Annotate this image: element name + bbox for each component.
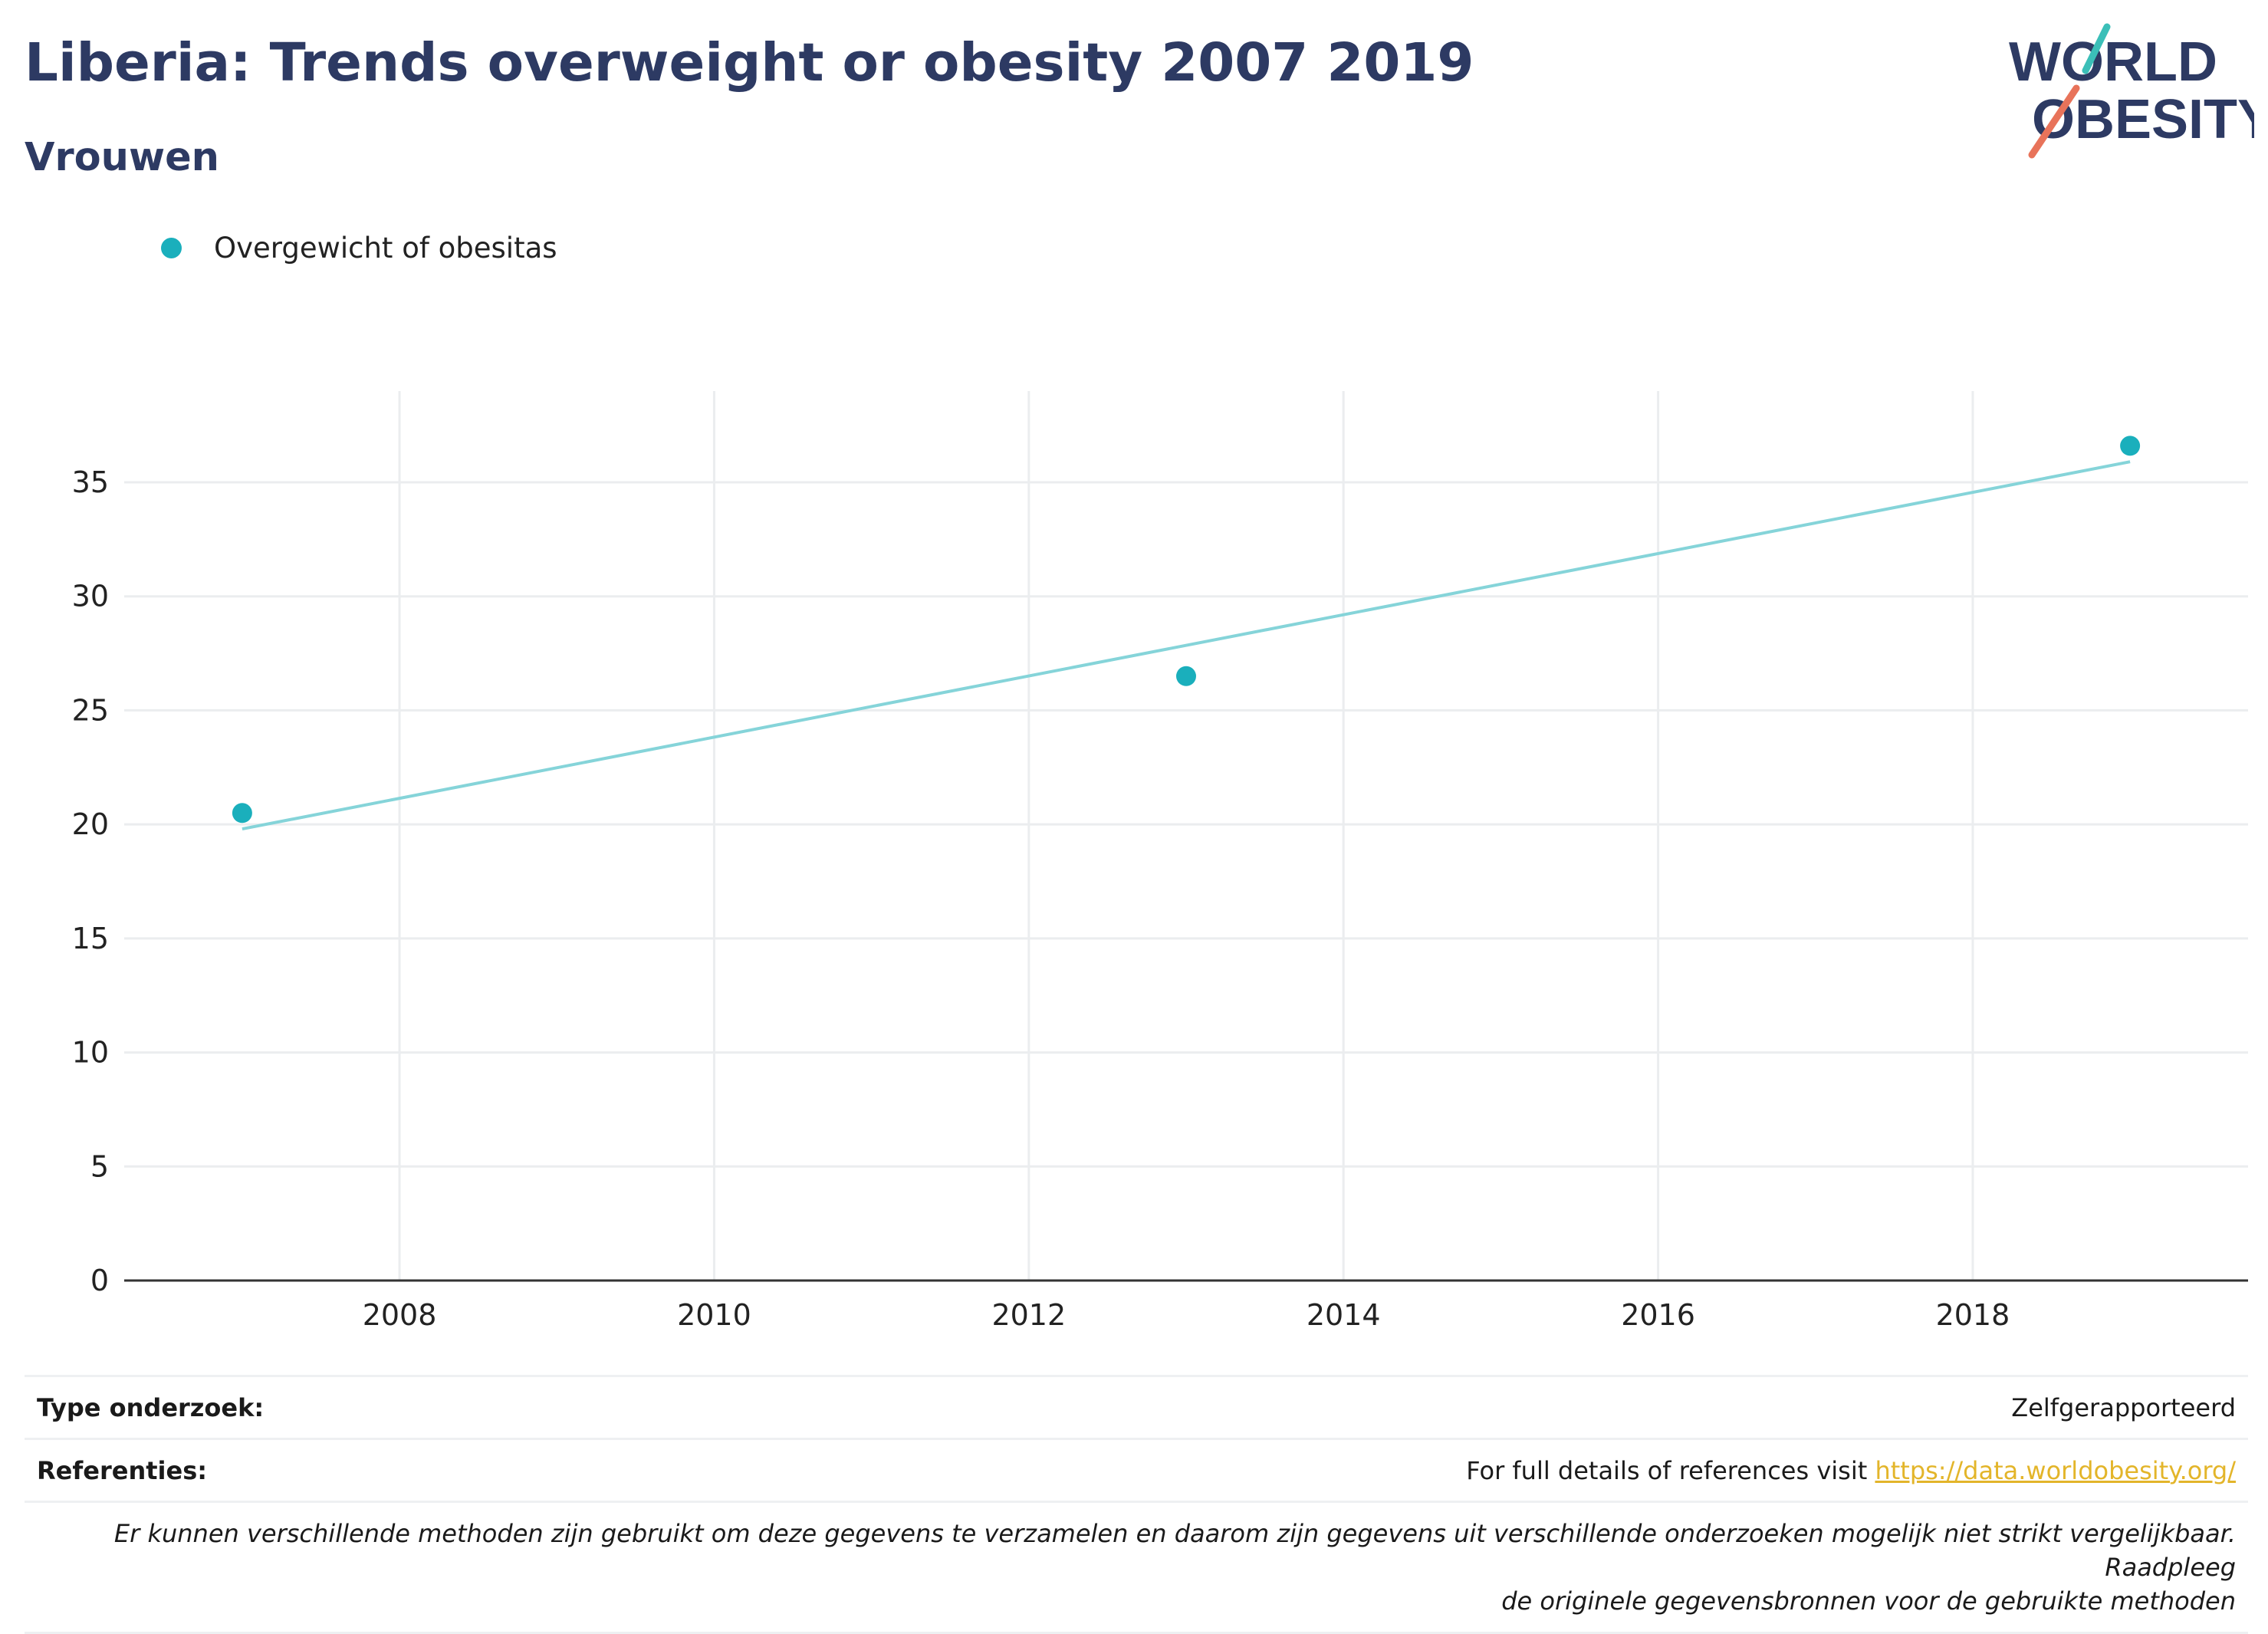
y-tick-label: 15 [72,922,109,955]
chart-title: Liberia: Trends overweight or obesity 20… [25,32,1474,94]
references-link[interactable]: https://data.worldobesity.org/ [1875,1455,2236,1485]
y-tick-label: 5 [90,1149,109,1183]
y-tick-label: 10 [72,1036,109,1070]
y-tick-label: 0 [90,1264,109,1297]
trendline-layer [242,460,2131,831]
footer-row-references: Referenties: For full details of referen… [25,1438,2248,1501]
chart-subtitle: Vrouwen [25,135,219,180]
references-text-wrap: For full details of references visit htt… [1466,1456,2236,1485]
svg-text:OBESITY: OBESITY [2032,89,2254,150]
footer-row-study-type: Type onderzoek: Zelfgerapporteerd [25,1375,2248,1438]
data-point [2120,436,2141,456]
study-type-value: Zelfgerapporteerd [2011,1392,2236,1422]
world-obesity-logo: WORLD OBESITY [2009,23,2254,159]
legend-label: Overgewicht of obesitas [214,232,557,265]
x-tick-label: 2012 [991,1298,1066,1332]
legend-marker [161,238,182,258]
axis-layer: 0 5 10 15 20 25 30 35 2008 2010 2012 2014 2016 2018 [72,465,2248,1332]
footer-table: Type onderzoek: Zelfgerapporteerd Refere… [25,1375,2248,1634]
references-text: For full details of references visit [1466,1455,1875,1485]
data-point [1176,666,1196,686]
methodology-note: Er kunnen verschillende methoden zijn ge… [25,1501,2248,1634]
x-tick-label: 2010 [677,1298,751,1332]
note-line-1: Er kunnen verschillende methoden zijn ge… [113,1519,2236,1582]
y-tick-label: 20 [72,807,109,841]
svg-text:WORLD: WORLD [2009,31,2217,93]
grid-layer [124,391,2248,1281]
chart-legend: Overgewicht of obesitas [161,232,557,265]
y-tick-label: 30 [72,580,109,613]
y-tick-label: 35 [72,465,109,499]
note-line-2: de originele gegevensbronnen voor de geb… [1501,1586,2236,1616]
references-label: Referenties: [37,1455,208,1485]
data-points-layer [232,436,2141,824]
trendline [242,460,2131,831]
data-point [232,803,252,824]
x-tick-label: 2016 [1621,1298,1695,1332]
x-tick-label: 2008 [363,1298,437,1332]
y-tick-label: 25 [72,693,109,727]
scatter-chart: 0 5 10 15 20 25 30 35 2008 2010 2012 2014 2016 2018 [72,391,2248,1332]
study-type-label: Type onderzoek: [37,1392,265,1422]
x-tick-label: 2014 [1307,1298,1381,1332]
x-tick-label: 2018 [1936,1298,2010,1332]
